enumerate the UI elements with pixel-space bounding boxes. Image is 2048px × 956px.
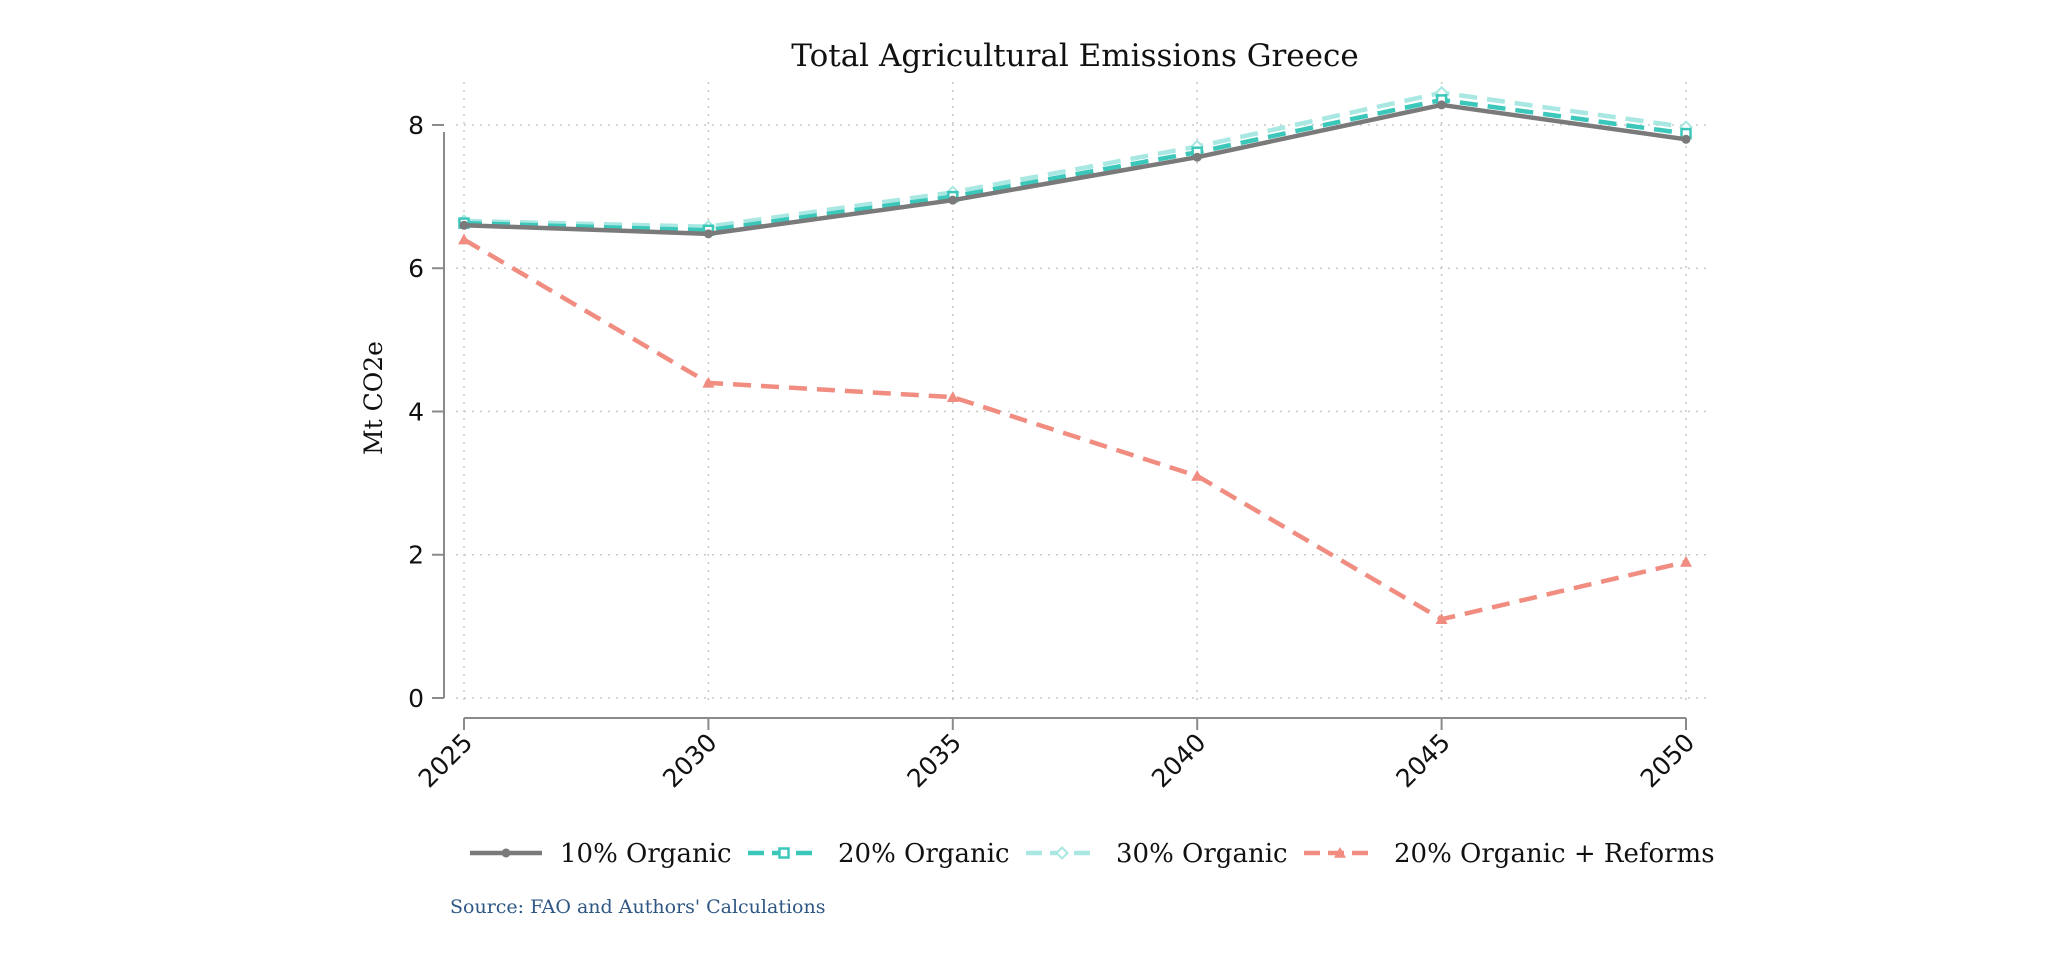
series-layer bbox=[457, 85, 1693, 625]
chart-title: Total Agricultural Emissions Greece bbox=[791, 38, 1358, 74]
y-axis-title: Mt CO2e bbox=[359, 341, 388, 455]
series-2 bbox=[457, 85, 1693, 234]
legend-label-3: 20% Organic + Reforms bbox=[1394, 839, 1715, 869]
series-3-point-1 bbox=[702, 376, 715, 388]
series-3-point-4 bbox=[1435, 613, 1448, 625]
legend-item-1 bbox=[748, 847, 820, 859]
y-tick-label-2: 4 bbox=[408, 397, 424, 426]
series-3 bbox=[458, 233, 1692, 625]
legend-swatch-marker-3 bbox=[1334, 847, 1346, 858]
series-line-0 bbox=[463, 102, 1687, 237]
series-line-1 bbox=[463, 97, 1687, 233]
axes-layer: 0 2 4 6 8 2025 2030 2035 2040 2045 2050 bbox=[408, 111, 1700, 793]
x-tick-label-3: 2040 bbox=[1146, 728, 1211, 793]
legend: 10% Organic 20% Organic 30% Organic 20% Org… bbox=[470, 839, 1715, 869]
x-tick-label-1: 2030 bbox=[657, 728, 722, 793]
series-line-3 bbox=[462, 237, 1687, 622]
x-tick-label-4: 2045 bbox=[1390, 728, 1455, 793]
series-3-point-2 bbox=[946, 391, 959, 402]
series-line-2 bbox=[463, 90, 1687, 229]
source-note: Source: FAO and Authors' Calculations bbox=[450, 896, 825, 918]
legend-item-2 bbox=[1026, 846, 1098, 860]
series-0-point-0 bbox=[459, 220, 469, 230]
x-tick-label-0: 2025 bbox=[413, 728, 478, 793]
series-0-point-3 bbox=[1192, 152, 1202, 162]
y-tick-label-1: 2 bbox=[408, 541, 424, 570]
series-3-point-0 bbox=[458, 233, 470, 245]
series-0-point-2 bbox=[948, 195, 958, 205]
y-tick-label-4: 8 bbox=[408, 111, 424, 140]
series-1 bbox=[458, 94, 1692, 237]
series-0 bbox=[459, 100, 1691, 239]
legend-label-0: 10% Organic bbox=[560, 839, 732, 869]
series-3-point-5 bbox=[1680, 555, 1692, 567]
legend-swatch-marker-2 bbox=[1055, 846, 1069, 860]
x-tick-label-2: 2035 bbox=[902, 728, 967, 793]
series-0-point-5 bbox=[1681, 134, 1691, 144]
legend-swatch-marker-0 bbox=[501, 848, 511, 858]
legend-item-3 bbox=[1304, 847, 1376, 858]
legend-label-1: 20% Organic bbox=[838, 839, 1010, 869]
series-0-point-1 bbox=[703, 229, 713, 239]
x-tick-label-5: 2050 bbox=[1635, 728, 1700, 793]
series-0-point-4 bbox=[1437, 100, 1447, 110]
series-3-point-3 bbox=[1191, 469, 1204, 481]
grid-layer bbox=[456, 82, 1706, 704]
y-tick-label-3: 6 bbox=[408, 254, 424, 283]
legend-label-2: 30% Organic bbox=[1116, 839, 1288, 869]
legend-swatch-marker-1 bbox=[778, 847, 790, 859]
legend-item-0 bbox=[470, 848, 542, 858]
y-tick-label-0: 0 bbox=[408, 684, 424, 713]
